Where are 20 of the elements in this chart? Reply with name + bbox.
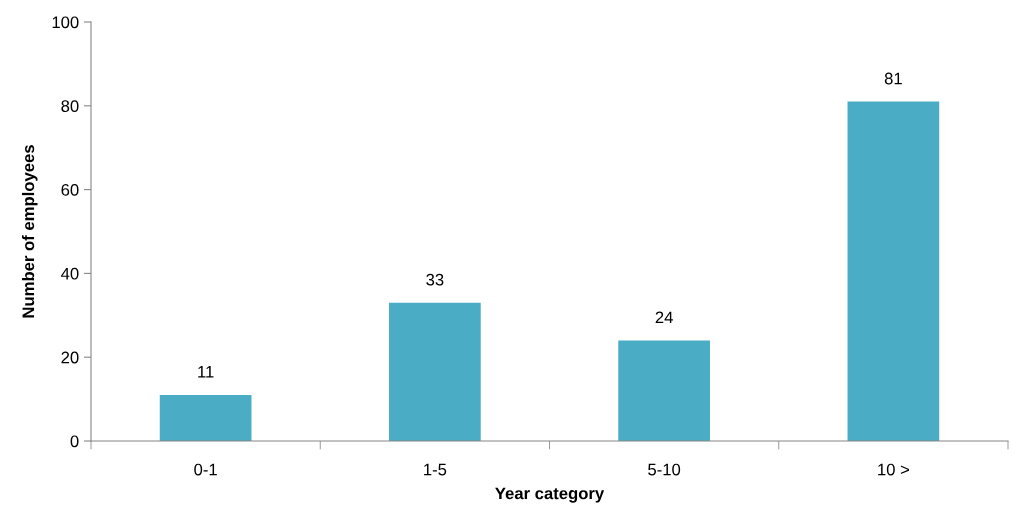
x-tick-label: 0-1 [194,463,217,476]
bar [389,302,481,441]
x-tick-label: 5-10 [648,463,681,476]
y-tick-label: 40 [61,267,79,280]
y-tick-label: 60 [61,184,79,196]
data-label: 33 [426,273,444,286]
y-tick-label: 20 [61,351,79,364]
y-tick-label: 80 [61,100,79,112]
data-label: 81 [884,72,902,85]
bar [159,394,252,441]
x-axis-title: Year category [495,487,605,503]
x-tick-label: 1-5 [424,463,447,476]
data-label: 24 [655,311,673,324]
y-tick-label: 100 [52,16,79,29]
y-axis-title: Number of employees [21,145,38,318]
y-tick-label: 0 [70,435,79,448]
bar [618,340,710,441]
x-tick-label: 10 > [878,463,910,476]
data-label: 11 [198,366,214,378]
bar [847,101,940,441]
